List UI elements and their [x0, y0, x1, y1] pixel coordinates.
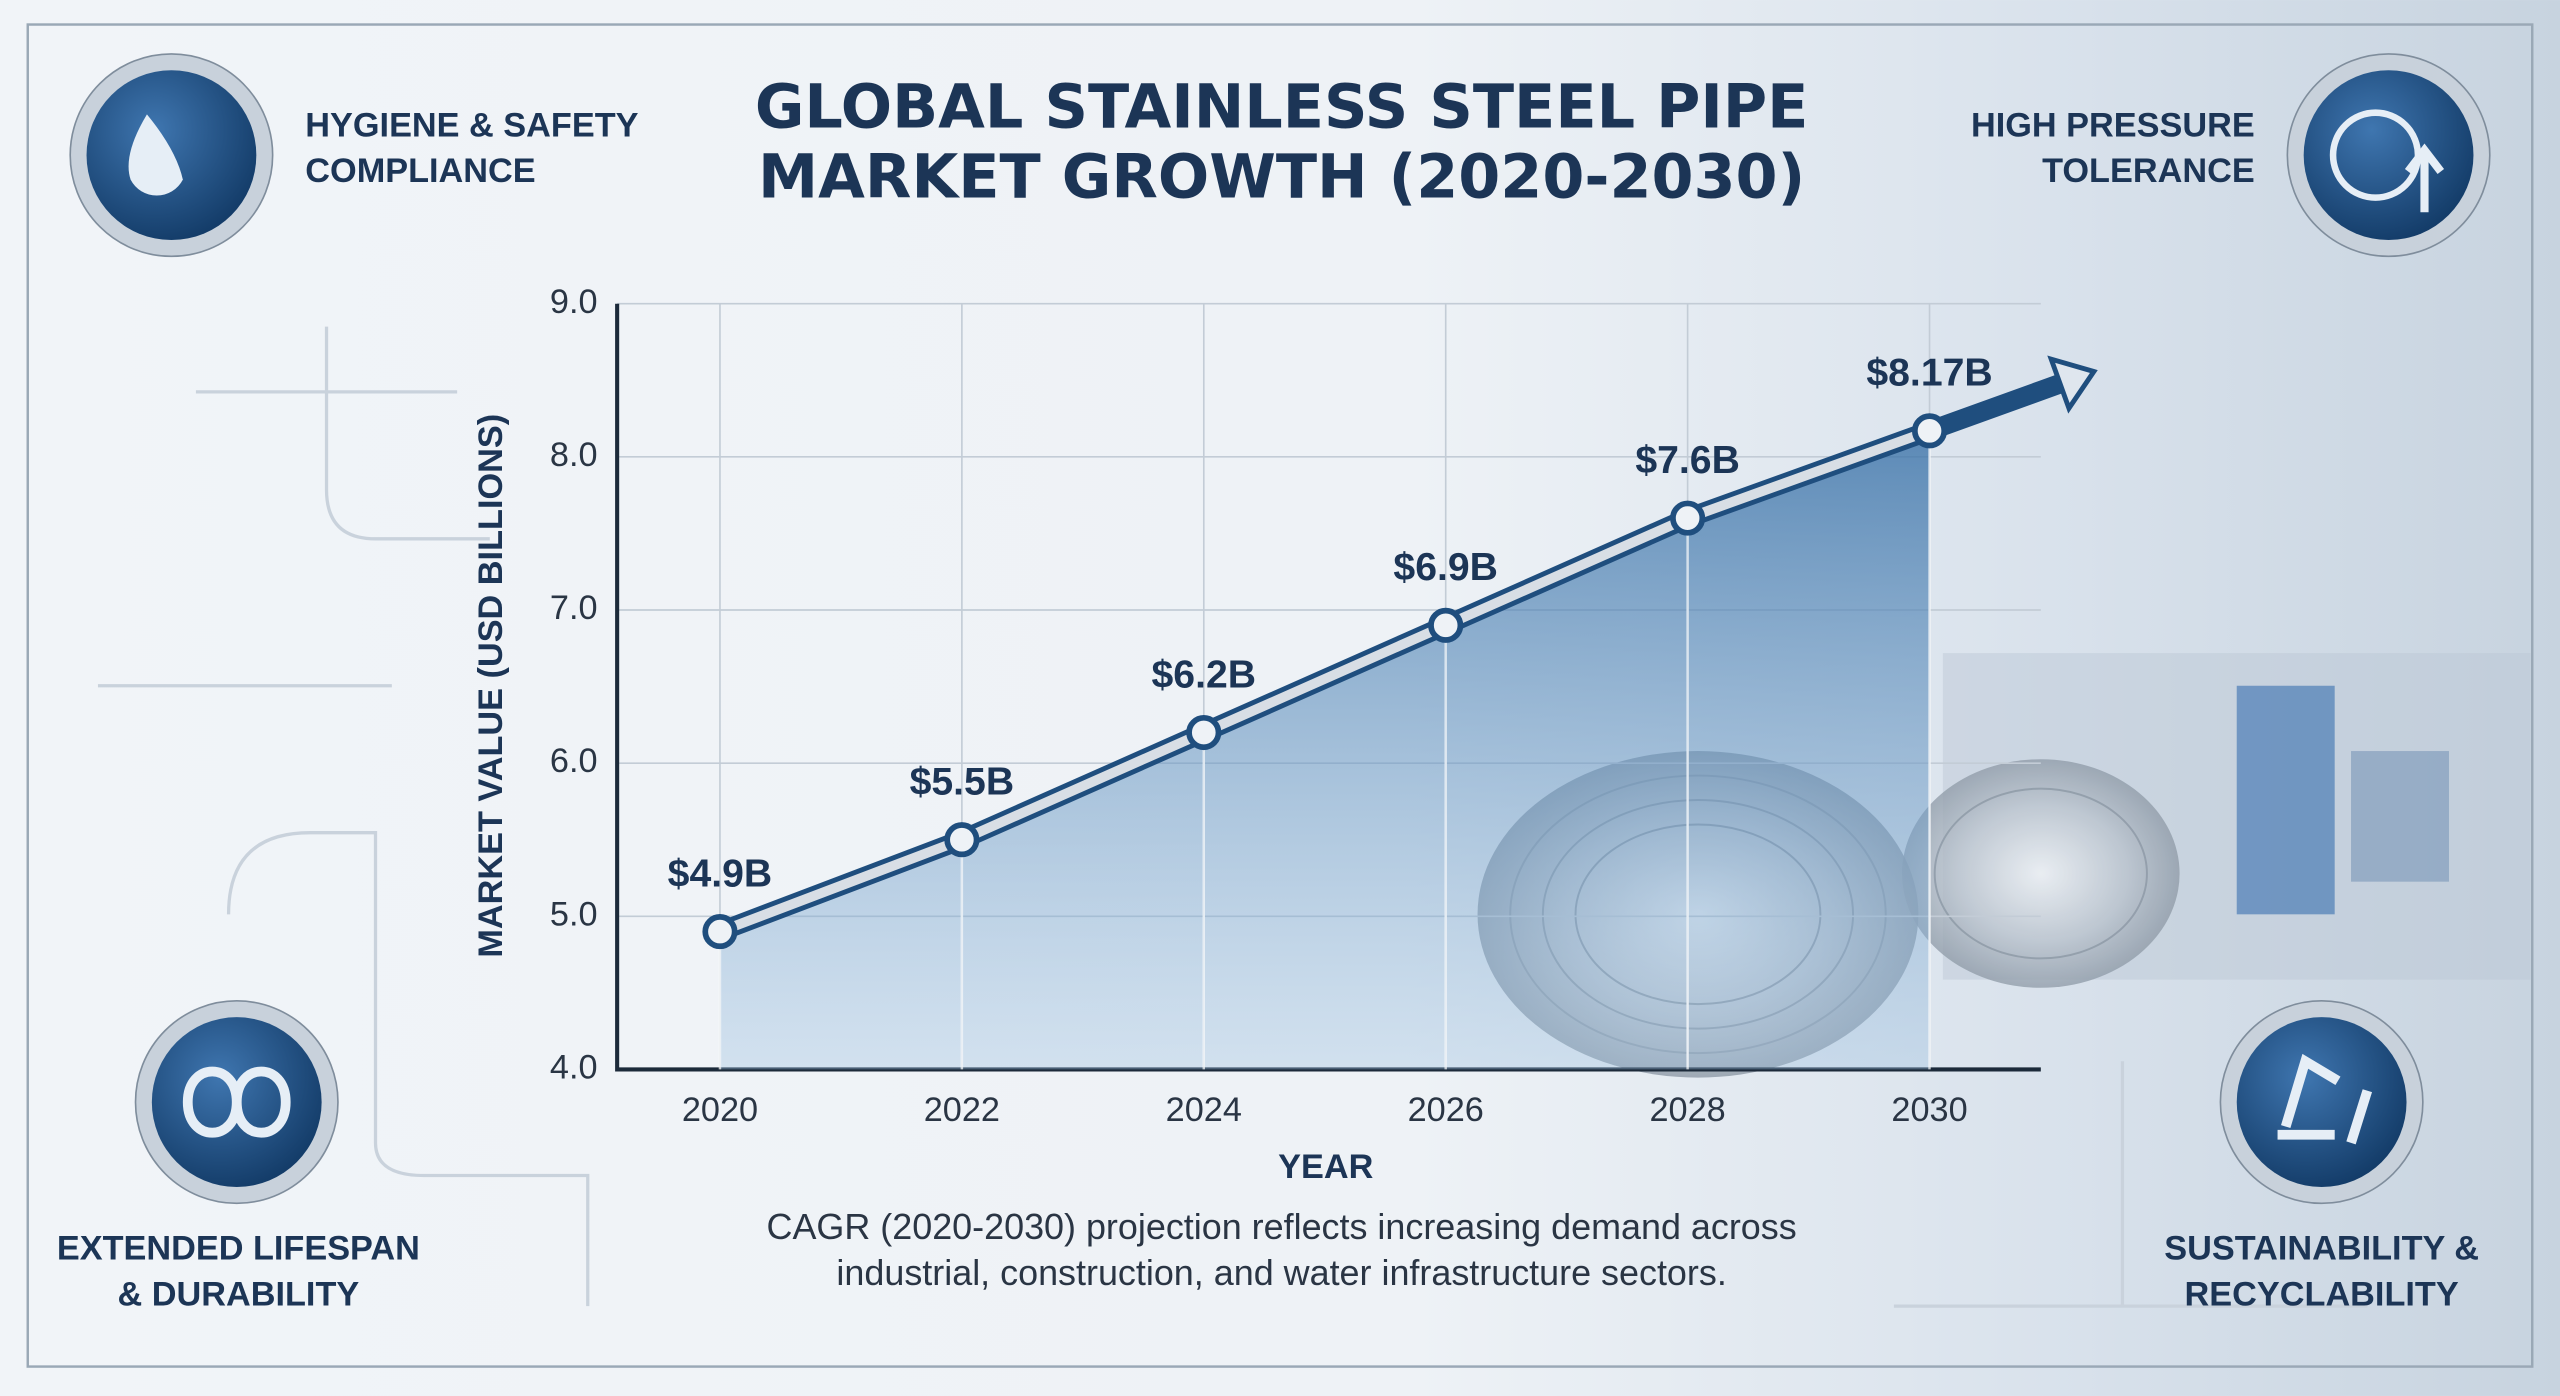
value-label: $6.2B	[1152, 653, 1257, 696]
point	[944, 822, 980, 858]
point	[1670, 500, 1706, 536]
y-tick-label: 5.0	[550, 895, 598, 933]
feature-label: HYGIENE & SAFETY	[305, 106, 638, 144]
feature-label: TOLERANCE	[2042, 152, 2255, 190]
y-tick-label: 6.0	[550, 742, 598, 780]
feature-label: HIGH PRESSURE	[1971, 106, 2255, 144]
x-tick-label: 2028	[1650, 1091, 1726, 1129]
x-tick-label: 2026	[1408, 1091, 1484, 1129]
x-tick-label: 2030	[1891, 1091, 1967, 1129]
note-box: CAGR (2020-2030) projection reflects inc…	[766, 1206, 1797, 1293]
point	[1911, 413, 1948, 449]
point	[1428, 607, 1464, 643]
area	[719, 430, 1930, 1070]
chart-title: GLOBAL STAINLESS STEEL PIPE MARKET GROWT…	[754, 73, 1809, 212]
frame	[26, 23, 2534, 1368]
y-tick-label: 4.0	[550, 1048, 598, 1086]
point	[1186, 714, 1222, 751]
value-label: $4.9B	[668, 852, 773, 895]
feature-label: RECYCLABILITY	[2185, 1275, 2459, 1313]
feature-label: & DURABILITY	[117, 1275, 359, 1313]
point	[702, 914, 738, 950]
y-tick-label: 8.0	[550, 436, 598, 474]
x-axis-label: YEAR	[1278, 1148, 1373, 1186]
feature-label: EXTENDED LIFESPAN	[57, 1230, 420, 1268]
line	[718, 426, 1932, 937]
value-label: $8.17B	[1866, 352, 1992, 395]
value-label: $5.5B	[910, 761, 1015, 804]
y-axis-label: MARKET VALUE (USD BILLIONS)	[472, 414, 510, 958]
value-label: $7.6B	[1635, 439, 1740, 482]
pipe-sketch	[97, 326, 2368, 1308]
y-tick-label: 7.0	[550, 589, 598, 627]
trend-arrow	[1919, 373, 2070, 441]
title-box: GLOBAL STAINLESS STEEL PIPE MARKET GROWT…	[754, 73, 1809, 212]
icons	[69, 53, 2491, 1205]
y-tick-label: 9.0	[550, 283, 598, 321]
feature-label: COMPLIANCE	[305, 152, 535, 190]
note: CAGR (2020-2030) projection reflects inc…	[766, 1206, 1797, 1293]
x-tick-label: 2024	[1166, 1091, 1242, 1129]
value-label: $6.9B	[1393, 546, 1498, 589]
trend-arrow-head	[2047, 355, 2098, 414]
x-tick-label: 2020	[682, 1091, 758, 1129]
x-tick-label: 2022	[924, 1091, 1000, 1129]
feature-label: SUSTAINABILITY &	[2164, 1230, 2479, 1268]
